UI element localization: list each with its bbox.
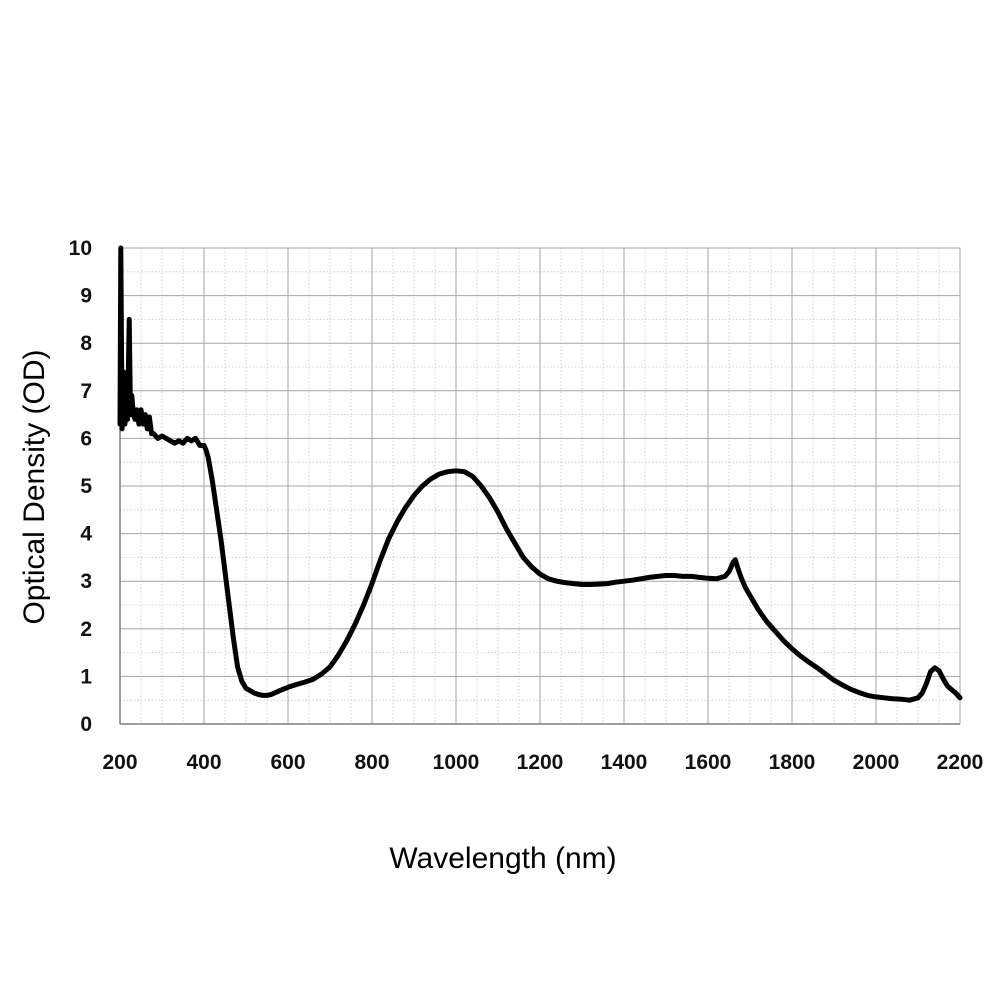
y-tick-label: 0 — [80, 713, 92, 736]
x-tick-label: 1000 — [433, 751, 480, 774]
x-tick-label: 1400 — [601, 751, 648, 774]
y-tick-label: 9 — [80, 285, 92, 308]
x-tick-label: 2200 — [937, 751, 984, 774]
series-line — [117, 245, 963, 703]
x-axis-title: Wavelength (nm) — [389, 842, 616, 875]
x-tick-label: 1200 — [517, 751, 564, 774]
x-tick-label: 800 — [354, 751, 389, 774]
x-tick-label: 1600 — [685, 751, 732, 774]
x-tick-label: 400 — [186, 751, 221, 774]
y-tick-label: 8 — [80, 332, 92, 355]
x-tick-label: 1800 — [769, 751, 816, 774]
y-tick-label: 7 — [80, 380, 92, 403]
x-tick-label: 2000 — [853, 751, 900, 774]
y-tick-label: 1 — [80, 665, 92, 688]
y-tick-label: 6 — [80, 427, 92, 450]
y-axis-title: Optical Density (OD) — [18, 349, 51, 624]
y-tick-label: 5 — [80, 475, 92, 498]
x-tick-label: 600 — [270, 751, 305, 774]
y-tick-label: 4 — [80, 523, 92, 546]
y-tick-label: 2 — [80, 618, 92, 641]
x-tick-label: 200 — [102, 751, 137, 774]
y-tick-labels: 0 1 2 3 4 5 6 7 8 9 10 — [69, 237, 93, 736]
y-tick-label: 10 — [69, 237, 92, 260]
y-tick-label: 3 — [80, 570, 92, 593]
x-tick-labels: 200 400 600 800 1000 1200 1400 1600 1800 2000 2200 — [102, 751, 983, 774]
